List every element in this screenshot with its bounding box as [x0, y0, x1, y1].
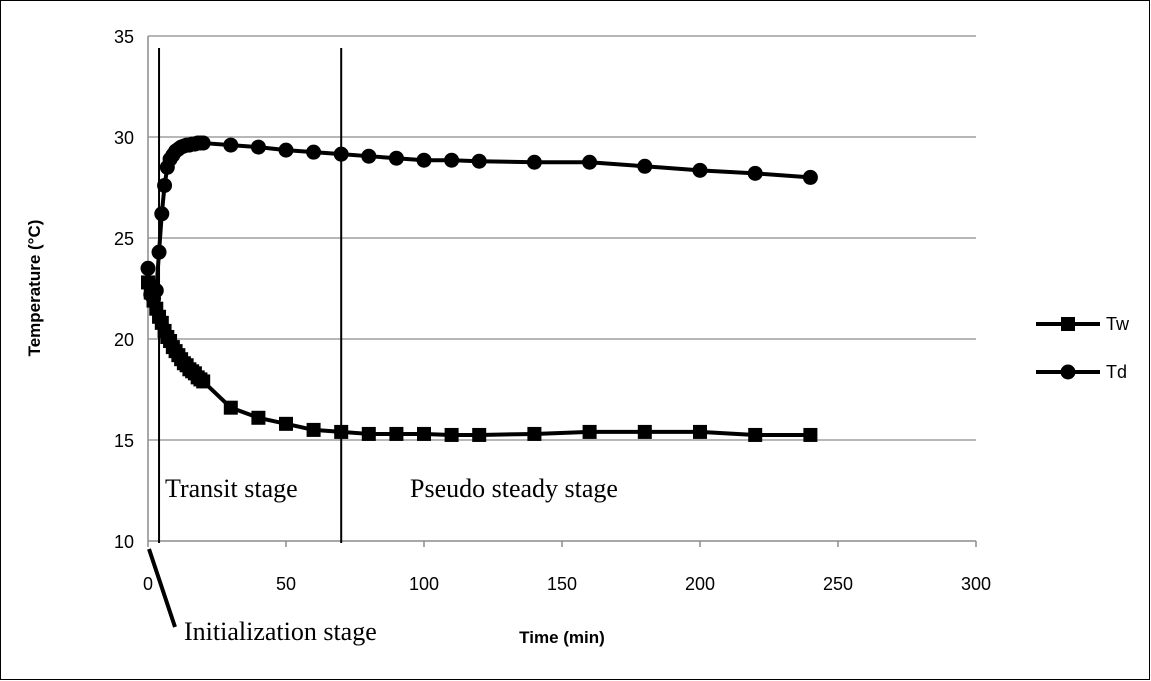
point-tw-26	[361, 426, 376, 441]
point-tw-21	[223, 400, 238, 415]
y-tick-label-25: 25	[114, 229, 134, 249]
point-td-26	[361, 148, 377, 164]
point-td-34	[692, 162, 708, 178]
point-td-25	[333, 146, 349, 162]
x-tick-label-0: 0	[143, 574, 153, 594]
point-tw-22	[251, 410, 266, 425]
point-td-6	[157, 177, 173, 193]
y-tick-label-30: 30	[114, 128, 134, 148]
point-td-31	[526, 154, 542, 170]
y-tick-label-10: 10	[114, 532, 134, 552]
x-tick-label-250: 250	[823, 574, 853, 594]
point-td-29	[444, 152, 460, 168]
x-tick-label-50: 50	[276, 574, 296, 594]
point-td-4	[151, 244, 167, 260]
x-axis-title: Time (min)	[519, 628, 605, 647]
point-td-24	[306, 144, 322, 160]
annotation-initialization-stage: Initialization stage	[184, 617, 377, 646]
point-tw-33	[637, 424, 652, 439]
point-tw-23	[279, 416, 293, 431]
point-td-27	[388, 150, 404, 166]
point-tw-28	[417, 426, 431, 441]
point-td-0	[140, 260, 156, 276]
initialization-pointer-line	[147, 548, 177, 628]
point-tw-29	[444, 427, 459, 442]
point-td-36	[802, 169, 818, 185]
point-tw-27	[389, 426, 404, 441]
x-tick-labels: 0 50 100 150 200 250 300	[143, 574, 991, 594]
point-tw-24	[306, 422, 321, 437]
point-tw-35	[748, 427, 763, 442]
point-td-23	[278, 142, 294, 158]
y-tick-label-15: 15	[114, 431, 134, 451]
y-tick-label-35: 35	[114, 27, 134, 47]
grid-lines	[148, 35, 976, 441]
annotation-transit-stage: Transit stage	[165, 474, 298, 503]
point-tw-34	[693, 424, 707, 439]
point-td-20	[195, 135, 211, 151]
stage-lines	[158, 48, 343, 543]
point-tw-36	[803, 427, 818, 442]
point-td-22	[250, 139, 266, 155]
point-tw-32	[582, 424, 597, 439]
point-tw-31	[527, 426, 542, 441]
series-group	[140, 135, 818, 442]
point-td-3	[148, 283, 164, 299]
point-td-35	[747, 165, 763, 181]
legend-marker-tw	[1061, 317, 1075, 331]
legend-label-tw: Tw	[1106, 314, 1130, 334]
point-tw-20	[196, 374, 211, 389]
point-td-28	[416, 152, 432, 168]
point-td-5	[154, 206, 170, 222]
legend-label-td: Td	[1106, 362, 1127, 382]
legend: Tw Td	[1036, 314, 1130, 382]
y-tick-label-20: 20	[114, 330, 134, 350]
point-tw-30	[472, 427, 487, 442]
point-tw-25	[334, 424, 349, 439]
point-td-33	[637, 158, 653, 174]
annotation-pseudo-steady-stage: Pseudo steady stage	[410, 474, 618, 503]
x-tick-label-150: 150	[547, 574, 577, 594]
y-axis-title: Temperature (°C)	[25, 220, 44, 357]
point-td-30	[471, 153, 487, 169]
x-tick-label-100: 100	[409, 574, 439, 594]
point-td-21	[223, 137, 239, 153]
y-tick-labels: 10 15 20 25 30 35	[114, 27, 134, 552]
series-line-tw	[146, 281, 811, 437]
x-tick-label-200: 200	[685, 574, 715, 594]
legend-marker-td	[1060, 364, 1076, 380]
axes	[147, 36, 977, 547]
point-td-32	[582, 154, 598, 170]
x-tick-label-300: 300	[961, 574, 991, 594]
